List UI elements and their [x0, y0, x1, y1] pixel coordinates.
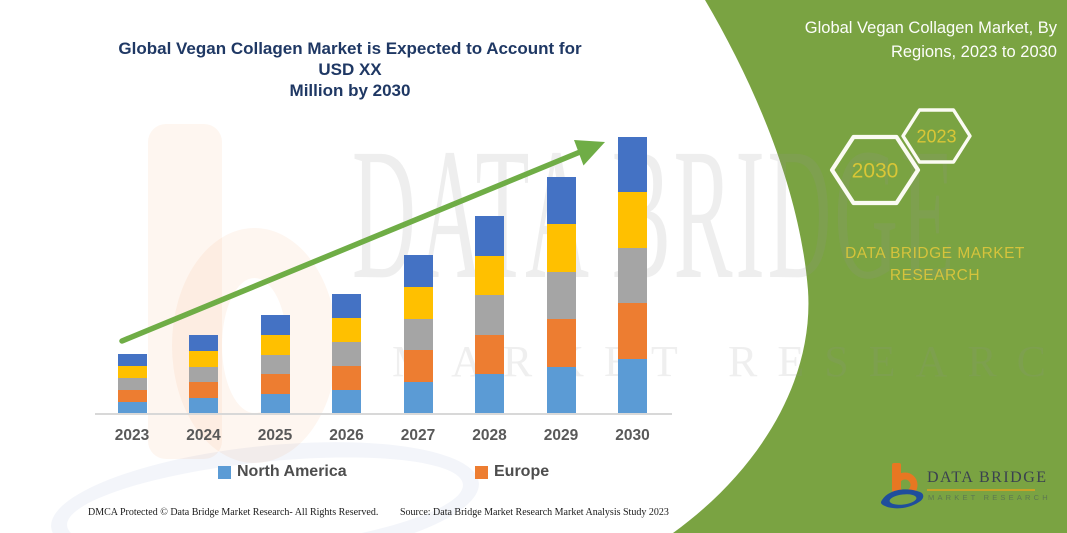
bar-segment-north-america	[117, 402, 147, 414]
x-tick-2023: 2023	[114, 427, 150, 444]
bar-segment-unlabeled-region-darkblue	[618, 137, 647, 193]
bar-segment-north-america	[189, 398, 218, 414]
bar-segment-unlabeled-region-gold	[260, 334, 290, 355]
hexagon-2023	[901, 108, 972, 164]
bar-2029	[546, 177, 576, 414]
hexagon-2030	[829, 134, 921, 206]
bar-2023	[117, 354, 147, 414]
bar-segment-north-america	[475, 374, 504, 414]
panel-brand-text: DATA BRIDGE MARKET RESEARCH	[838, 243, 1032, 287]
bar-2026	[332, 294, 361, 414]
panel-brand-line1: DATA BRIDGE MARKET	[845, 245, 1025, 262]
bar-segment-europe	[403, 350, 433, 383]
x-tick-2029: 2029	[543, 427, 579, 444]
bar-segment-europe	[189, 382, 218, 399]
panel-title-line2: Regions, 2023 to 2030	[890, 43, 1057, 61]
bar-segment-unlabeled-region-gold	[546, 224, 576, 272]
company-logo-subtitle: MARKET RESEARCH	[928, 493, 1051, 502]
bar-segment-unlabeled-region-gray	[117, 378, 147, 390]
bar-segment-europe	[260, 374, 290, 395]
hexagon-badges: 2023 2030	[829, 108, 972, 206]
bar-segment-unlabeled-region-gold	[618, 192, 647, 248]
panel-title-line1: Global Vegan Collagen Market, By	[804, 19, 1057, 37]
bar-segment-unlabeled-region-darkblue	[403, 255, 433, 287]
bar-segment-north-america	[332, 390, 361, 414]
bar-2025	[260, 315, 290, 414]
hexagon-2023-label: 2023	[916, 127, 956, 147]
bar-segment-unlabeled-region-darkblue	[189, 335, 218, 351]
bar-segment-north-america	[618, 358, 647, 414]
chart-title: Global Vegan Collagen Market is Expected…	[100, 38, 600, 101]
legend-item-north-america: North America	[218, 463, 347, 481]
x-tick-2025: 2025	[257, 427, 293, 444]
bar-2030	[618, 137, 647, 414]
panel-brand-line2: RESEARCH	[889, 267, 981, 284]
chart-title-line1: Global Vegan Collagen Market is Expected…	[118, 39, 582, 79]
bar-segment-unlabeled-region-gold	[475, 255, 504, 296]
bar-segment-unlabeled-region-darkblue	[475, 216, 504, 256]
bar-segment-unlabeled-region-darkblue	[332, 294, 361, 318]
bar-segment-europe	[475, 334, 504, 375]
x-tick-2024: 2024	[186, 427, 221, 444]
legend-swatch-north-america	[218, 465, 231, 479]
bar-segment-europe	[546, 319, 576, 367]
legend-swatch-europe	[475, 465, 488, 479]
company-logo-rule	[927, 489, 1035, 491]
legend-label-north-america: North America	[237, 463, 347, 480]
bar-segment-unlabeled-region-gold	[403, 286, 433, 319]
bar-segment-north-america	[260, 394, 290, 414]
panel-title: Global Vegan Collagen Market, By Regions…	[757, 16, 1057, 64]
footer-dmca-text: DMCA Protected © Data Bridge Market Rese…	[88, 507, 379, 518]
bar-segment-unlabeled-region-gold	[117, 366, 147, 378]
x-tick-2030: 2030	[615, 427, 650, 444]
bar-segment-europe	[618, 303, 647, 359]
bar-segment-unlabeled-region-gold	[189, 350, 218, 367]
bar-segment-unlabeled-region-gray	[618, 247, 647, 304]
bar-segment-unlabeled-region-gray	[189, 366, 218, 383]
company-logo-name: DATA BRIDGE	[927, 469, 1048, 486]
chart-title-line2: Million by 2030	[289, 81, 411, 100]
bar-segment-unlabeled-region-darkblue	[260, 315, 290, 335]
bar-segment-unlabeled-region-gray	[403, 318, 433, 351]
x-axis-line	[95, 413, 672, 415]
footer-source-text: Source: Data Bridge Market Research Mark…	[400, 507, 669, 518]
x-tick-2026: 2026	[329, 427, 364, 444]
legend-item-europe: Europe	[475, 463, 549, 481]
bar-segment-europe	[332, 366, 361, 390]
company-logo-b-icon	[881, 463, 924, 509]
legend-label-europe: Europe	[494, 463, 550, 480]
bar-chart	[90, 130, 690, 414]
x-tick-2028: 2028	[472, 427, 507, 444]
bar-segment-unlabeled-region-gray	[260, 354, 290, 375]
bar-segment-unlabeled-region-gray	[332, 342, 361, 366]
bar-segment-europe	[117, 390, 147, 402]
bar-2027	[403, 255, 433, 414]
bar-segment-north-america	[403, 382, 433, 414]
bar-segment-unlabeled-region-darkblue	[546, 177, 576, 225]
bar-segment-unlabeled-region-gold	[332, 318, 361, 342]
company-logo: DATA BRIDGE MARKET RESEARCH	[879, 461, 1059, 513]
bar-segment-north-america	[546, 366, 576, 414]
bar-segment-unlabeled-region-gray	[475, 295, 504, 335]
bar-segment-unlabeled-region-darkblue	[117, 354, 147, 366]
bar-2028	[475, 216, 504, 414]
bar-2024	[189, 335, 218, 414]
bar-segment-unlabeled-region-gray	[546, 271, 576, 320]
x-tick-2027: 2027	[400, 427, 436, 444]
hexagon-2030-label: 2030	[852, 160, 899, 183]
x-axis-ticks: 2023 2024 2025 2026 2027 2028 2029 2030	[90, 427, 690, 447]
